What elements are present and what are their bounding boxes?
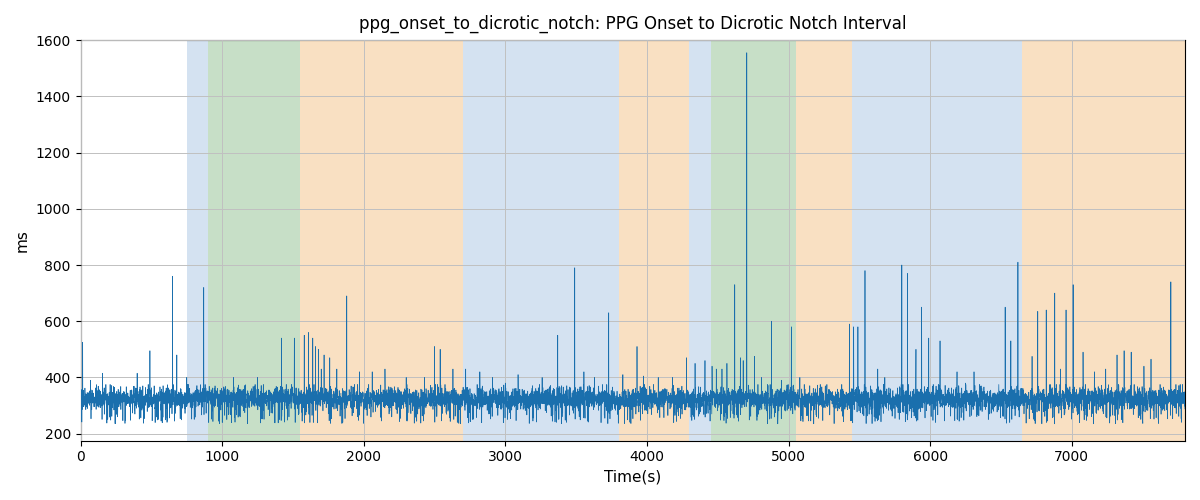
Bar [208,40,300,440]
Bar [187,40,208,440]
X-axis label: Time(s): Time(s) [604,470,661,485]
Bar [619,40,690,440]
Bar [463,40,619,440]
Bar [796,40,852,440]
Y-axis label: ms: ms [14,229,30,252]
Bar [710,40,796,440]
Title: ppg_onset_to_dicrotic_notch: PPG Onset to Dicrotic Notch Interval: ppg_onset_to_dicrotic_notch: PPG Onset t… [359,15,906,34]
Bar [300,40,463,440]
Bar [1022,40,1186,440]
Bar [690,40,710,440]
Bar [80,40,187,440]
Bar [852,40,1022,440]
